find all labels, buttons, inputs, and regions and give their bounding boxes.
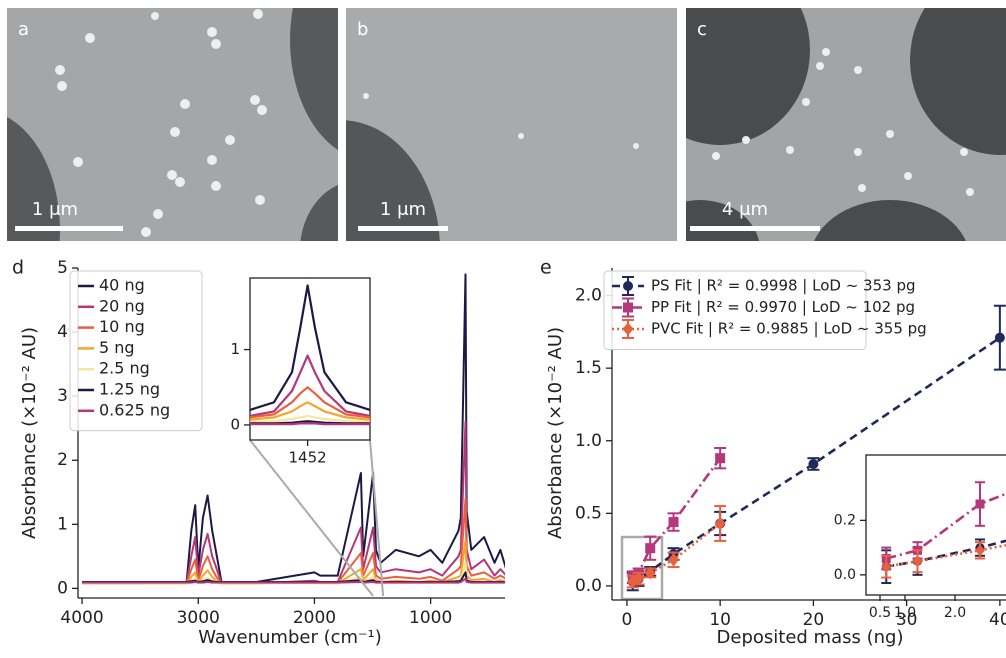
legend-label: PVC Fit | R² = 0.9885 | LoD ~ 355 pg (651, 320, 927, 338)
spectrum-line (82, 420, 505, 585)
spectrum-line (250, 386, 370, 419)
y-tick-label: 3 (57, 386, 68, 406)
y-axis-label: Absorbance (×10⁻² AU) (545, 327, 566, 539)
legend-label: 5 ng (99, 338, 135, 357)
y-tick-label: 0.2 (834, 512, 856, 528)
marker (994, 332, 1005, 343)
marker (912, 555, 923, 568)
y-tick-label: 2.0 (575, 286, 602, 306)
spectrum-line (82, 497, 505, 585)
marker (714, 516, 726, 530)
legend-frame (603, 270, 867, 350)
plot-area (250, 284, 370, 426)
x-tick-label: 1000 (409, 608, 452, 628)
scale-label: 1 μm (32, 199, 78, 220)
marker (668, 517, 679, 528)
connector (369, 439, 385, 597)
plot-area (626, 304, 1006, 592)
legend-label: 20 ng (99, 296, 145, 315)
panel-label: c (697, 19, 707, 40)
legend-label: 1.25 ng (99, 380, 160, 399)
legend-swatch (623, 302, 633, 313)
scale-bar (358, 226, 448, 231)
y-tick-label: 1 (230, 340, 240, 358)
scale-bar (15, 226, 123, 231)
marker (645, 543, 656, 554)
x-tick-label: 0 (622, 610, 633, 630)
sem-image-a (7, 8, 338, 241)
x-tick-label: 3000 (177, 608, 220, 628)
x-tick-label: 4000 (60, 608, 103, 628)
marker (808, 458, 819, 469)
y-axis-label: Absorbance (×10⁻² AU) (19, 327, 40, 539)
y-tick-label: 4 (57, 322, 68, 342)
x-axis-label: Deposited mass (ng) (717, 627, 904, 648)
marker (975, 499, 985, 509)
fit-line (886, 543, 1006, 568)
spectrum-line (250, 284, 370, 411)
legend-label: 40 ng (99, 276, 145, 295)
spectrum-line (250, 422, 370, 426)
spectrum-line (250, 414, 370, 423)
y-tick-label: 1.0 (575, 431, 602, 451)
x-axis-label: Wavenumber (cm⁻¹) (198, 627, 382, 648)
y-tick-label: 2 (57, 450, 68, 470)
panel-label: d (12, 257, 24, 279)
connector (249, 439, 374, 597)
y-tick-label: 0.5 (575, 503, 602, 523)
marker (715, 453, 726, 464)
x-tick-label: 1452 (289, 449, 327, 467)
sem-image-c (686, 8, 1006, 241)
plot-area (82, 273, 505, 585)
x-tick-label: 0.5 (869, 605, 891, 621)
spectrum-line (250, 401, 370, 421)
scale-bar (690, 226, 820, 231)
legend-label: 0.625 ng (99, 400, 170, 419)
fit-line (632, 522, 721, 583)
y-tick-label: 1.5 (575, 358, 602, 378)
x-tick-label: 1.0 (894, 605, 916, 621)
marker (668, 553, 680, 567)
spectrum-line (82, 539, 505, 585)
panel-label: e (540, 257, 552, 279)
y-tick-label: 0 (230, 415, 240, 433)
sem-image-b (346, 8, 677, 241)
legend-label: 2.5 ng (99, 359, 150, 378)
legend-swatch (622, 322, 634, 336)
y-tick-label: 0 (57, 578, 68, 598)
y-tick-label: 1 (57, 514, 68, 534)
marker (644, 566, 656, 580)
x-tick-label: 2.0 (944, 605, 966, 621)
marker (881, 560, 892, 573)
x-tick-label: 40 (989, 610, 1006, 630)
scale-label: 1 μm (380, 199, 426, 220)
scale-label: 4 μm (722, 199, 768, 220)
y-tick-label: 5 (57, 258, 68, 278)
legend-label: PP Fit | R² = 0.9970 | LoD ~ 102 pg (651, 298, 915, 316)
legend-frame (69, 270, 203, 432)
legend-label: PS Fit | R² = 0.9998 | LoD ~ 353 pg (651, 277, 916, 295)
spectrum-line (82, 273, 505, 585)
marker (633, 572, 645, 586)
zoom-box (620, 535, 664, 601)
x-tick-label: 10 (709, 610, 731, 630)
x-tick-label: 2000 (293, 608, 336, 628)
legend-label: 10 ng (99, 317, 145, 336)
legend-swatch (623, 281, 633, 291)
panel-label: b (357, 19, 368, 40)
x-tick-label: 30 (896, 610, 918, 630)
spectrum-line (82, 577, 505, 584)
plot-area (881, 481, 1006, 585)
panel-label: a (18, 19, 29, 40)
spectrum-line (250, 354, 370, 417)
y-tick-label: 0.0 (834, 567, 856, 583)
marker (975, 544, 985, 557)
x-tick-label: 20 (803, 610, 825, 630)
y-tick-label: 0.0 (575, 576, 602, 596)
